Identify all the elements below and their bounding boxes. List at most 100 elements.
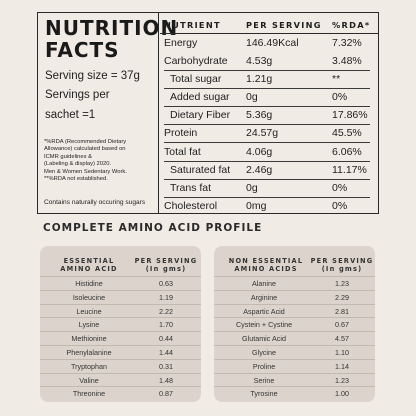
amino-acid-value: 0.87 [159,389,173,399]
nutrient-value: 5.36g [246,109,273,121]
amino-acid-row: Serine 1.23 [214,372,375,387]
amino-acid-name: Methionine [71,334,107,344]
nutrient-value: 1.21g [246,73,273,85]
amino-acid-name: Isoleucine [72,292,106,302]
nutrient-value: 146.49Kcal [246,37,299,49]
nutrient-row: Saturated fat 2.46g 11.17% [160,162,378,178]
amino-acid-row: Tyrosine 1.00 [214,386,375,400]
nutrient-name: Energy [164,37,198,49]
header-line: ESSENTIAL [63,257,115,265]
nutrition-facts-panel: NUTRITION FACTS Serving size = 37g Servi… [37,12,379,214]
row-divider [164,142,370,143]
nutrient-name: Protein [164,127,198,139]
amino-acid-value: 1.00 [335,389,349,399]
rda-note-3: ICMR guidelines & [44,153,93,160]
nutrient-row: Protein 24.57g 45.5% [160,125,378,141]
sugars-note: Contains naturally occuring sugars [44,199,146,206]
amino-acid-row: Cystein + Cystine 0.67 [214,317,375,331]
amino-acid-value: 1.44 [159,348,173,357]
nutrient-name: Carbohydrate [164,55,228,67]
amino-acid-name: Cystein + Cystine [235,320,293,330]
amino-acid-row: Isoleucine 1.19 [40,289,201,304]
amino-acid-name: Proline [252,361,276,371]
amino-acid-row: Phenylalanine 1.44 [40,345,201,359]
col-nutrient: NUTRIENT [164,20,221,30]
servings-per-line-1: Servings per [45,89,110,101]
row-divider [164,161,370,162]
title-line-1: NUTRITION [45,16,179,40]
amino-acid-value: 0.44 [159,334,173,344]
amino-acid-row: Leucine 2.22 [40,303,201,318]
amino-acid-name: Tyrosine [250,389,278,399]
amino-acid-value: 1.48 [159,375,173,385]
nutrient-row: Total fat 4.06g 6.06% [160,144,378,160]
amino-acid-name: Lysine [78,320,100,330]
amino-acid-name: Arginine [250,292,278,302]
amino-acid-row: Methionine 0.44 [40,331,201,345]
essential-name-header: ESSENTIAL AMINO ACID [44,257,134,273]
col-per-serving: PER SERVING [246,20,322,30]
nutrient-row: Cholesterol 0mg 0% [160,198,378,214]
essential-value-header: PER SERVING (In gms) [134,257,198,273]
amino-acid-value: 4.57 [335,334,349,344]
amino-acid-name: Valine [79,375,99,385]
amino-acid-value: 2.22 [159,306,173,316]
amino-acid-value: 1.14 [335,361,349,371]
amino-acid-row: Glutamic Acid 4.57 [214,331,375,345]
amino-acid-row: Tryptophan 0.31 [40,358,201,373]
essential-amino-acid-panel: ESSENTIAL AMINO ACID PER SERVING (In gms… [40,246,201,402]
nutrient-table-header: NUTRIENT PER SERVING %RDA* [160,18,378,32]
amino-acid-name: Tryptophan [70,361,108,371]
amino-acid-value: 1.19 [159,292,173,302]
amino-acid-row: Aspartic Acid 2.81 [214,303,375,318]
amino-acid-value: 1.23 [335,375,349,385]
amino-acid-row: Histidine 0.63 [40,276,201,290]
header-divider [160,33,378,34]
header-line: NON ESSENTIAL [228,257,304,265]
nutrient-rda: 0% [332,200,348,212]
row-divider [164,124,370,125]
row-divider [164,197,370,198]
header-line: PER SERVING [134,257,198,265]
col-rda: %RDA* [332,20,371,30]
nutrient-value: 24.57g [246,127,279,139]
nutrient-value: 0g [246,182,258,194]
nutrient-name: Saturated fat [170,164,231,176]
non-essential-value-header: PER SERVING (In gms) [310,257,374,273]
nutrient-name: Cholesterol [164,200,218,212]
amino-acid-name: Histidine [75,279,103,288]
amino-acid-value: 1.23 [335,279,349,288]
header-line: (In gms) [145,265,187,273]
amino-acid-name: Glutamic Acid [242,334,286,344]
nutrient-name: Total fat [164,146,201,158]
row-divider [164,88,370,89]
nutrient-rda: 11.17% [332,164,367,176]
amino-acid-value: 0.67 [335,320,349,330]
nutrient-name: Total sugar [170,73,222,85]
nutrient-row: Total sugar 1.21g ** [160,71,378,87]
rda-footnote: *%RDA (Recommended Dietary Allowance) ca… [44,139,156,183]
amino-acid-value: 2.81 [335,306,349,316]
rda-note-6: **%RDA not established. [44,176,108,183]
nutrition-facts-title: NUTRITION FACTS [45,17,178,61]
amino-acid-row: Alanine 1.23 [214,276,375,290]
amino-acid-name: Serine [253,375,275,385]
nutrition-facts-summary: NUTRITION FACTS Serving size = 37g Servi… [38,13,177,213]
header-line: (In gms) [321,265,363,273]
amino-acid-row: Valine 1.48 [40,372,201,387]
non-essential-name-header: NON ESSENTIAL AMINO ACIDS [216,257,316,273]
amino-acid-title: COMPLETE AMINO ACID PROFILE [43,222,263,234]
nutrient-row: Carbohydrate 4.53g 3.48% [160,53,378,69]
nutrient-row: Trans fat 0g 0% [160,180,378,196]
nutrient-rda: 45.5% [332,127,362,139]
row-divider [164,70,370,71]
nutrient-value: 4.53g [246,55,273,67]
title-line-2: FACTS [45,38,120,62]
row-divider [164,179,370,180]
header-line: AMINO ACID [60,265,118,273]
nutrient-rda: 0% [332,182,348,194]
rda-note-1: *%RDA (Recommended Dietary [44,139,127,145]
nutrient-rda: 7.32% [332,37,362,49]
non-essential-amino-acid-panel: NON ESSENTIAL AMINO ACIDS PER SERVING (I… [214,246,375,402]
nutrient-row: Dietary Fiber 5.36g 17.86% [160,107,378,123]
